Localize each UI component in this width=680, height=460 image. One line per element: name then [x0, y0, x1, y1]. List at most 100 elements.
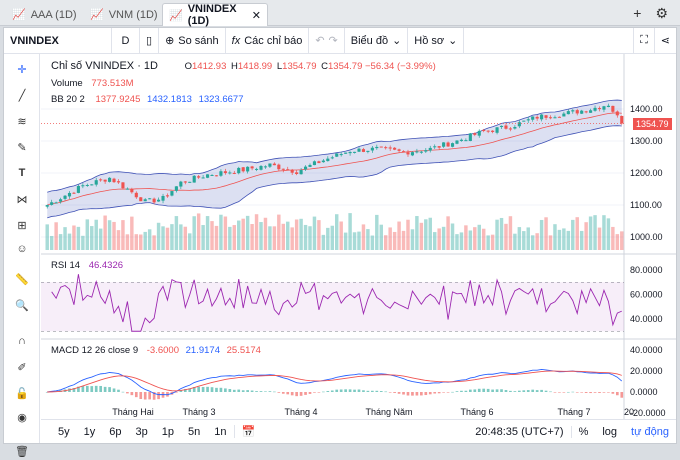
top-toolbar: VNINDEX D ▯ ⊕ So sánh fx Các chỉ báo ↶ ↷ Bi… — [4, 27, 676, 54]
range-1p[interactable]: 1p — [161, 425, 174, 438]
candle-body — [401, 151, 406, 153]
candle-body — [312, 161, 317, 166]
goto-date-icon[interactable]: 📅 — [233, 425, 263, 438]
candle-body — [548, 117, 553, 119]
chart-svg[interactable]: 1400.00 1300.00 1200.00 1100.00 1000.00 80.00… — [41, 54, 676, 419]
eye-icon[interactable]: ◉ — [17, 411, 27, 424]
candle-body — [67, 192, 72, 197]
range-3p[interactable]: 3p — [135, 425, 148, 438]
emoji-icon[interactable]: ☺ — [16, 243, 28, 255]
add-tab-icon[interactable]: + — [633, 5, 642, 21]
brush-icon[interactable]: ✎ — [17, 141, 27, 154]
candle-body — [237, 167, 241, 174]
rsi-axis-label: 80.0000 — [630, 265, 663, 275]
volume-bar — [290, 227, 294, 250]
volume-bar — [544, 217, 548, 250]
range-5n[interactable]: 5n — [188, 425, 201, 438]
candle-body — [277, 164, 281, 170]
tab-vnm[interactable]: 📈 VNM (1D) — [84, 3, 164, 26]
volume-bar — [107, 220, 112, 250]
macd-hist-value: -3.6000 — [146, 345, 179, 356]
macd-histogram-bar — [85, 385, 89, 392]
candle-body — [134, 192, 138, 198]
zoom-in-icon[interactable]: 🔍 — [15, 299, 29, 312]
log-toggle[interactable]: log — [602, 425, 618, 438]
range-5y[interactable]: 5y — [58, 425, 70, 438]
fib-icon[interactable]: ≋ — [17, 115, 27, 128]
lock-icon[interactable]: 🔓 — [15, 387, 29, 400]
rsi-legend: RSI 14 46.4326 — [51, 260, 123, 271]
text-icon[interactable]: T — [18, 167, 26, 179]
macd-histogram-bar — [317, 392, 321, 393]
legend-c-label: C — [321, 61, 329, 72]
undo-icon[interactable]: ↶ — [315, 35, 325, 47]
volume-bar — [419, 222, 424, 250]
range-6p[interactable]: 6p — [109, 425, 122, 438]
trash-icon[interactable]: 🗑 — [15, 445, 29, 458]
macd-histogram-bar — [299, 392, 303, 396]
trend-line-icon[interactable]: ╱ — [18, 89, 26, 102]
chart-type-button[interactable]: Biểu đồ ⌄ — [345, 27, 409, 54]
volume-bar — [357, 231, 361, 250]
interval-selector[interactable]: D — [112, 27, 140, 54]
chart-area[interactable]: 1400.00 1300.00 1200.00 1100.00 1000.00 80.00… — [41, 54, 676, 419]
compare-button[interactable]: ⊕ So sánh — [159, 27, 226, 54]
candle-body — [317, 161, 321, 164]
candle-body — [495, 127, 499, 133]
volume-value: 773.513M — [91, 78, 134, 89]
macd-histogram-bar — [157, 392, 160, 400]
macd-histogram-bar — [526, 390, 530, 392]
macd-histogram-bar — [81, 386, 85, 392]
percent-toggle[interactable]: % — [578, 425, 589, 438]
fullscreen-button[interactable]: ⛶ — [633, 27, 655, 54]
pattern-icon[interactable]: ⋈ — [16, 193, 28, 206]
volume-bar — [437, 228, 441, 250]
range-1y[interactable]: 1y — [83, 425, 96, 438]
volume-bar — [139, 234, 143, 250]
plus-circle-icon: ⊕ — [165, 35, 175, 47]
symbol-search[interactable]: VNINDEX — [4, 27, 112, 54]
lock-drawing-icon[interactable]: ✐ — [17, 361, 27, 374]
macd-histogram-bar — [607, 392, 610, 393]
macd-histogram-bar — [535, 390, 539, 392]
volume-bar — [179, 224, 183, 250]
candle-body — [228, 172, 232, 174]
ruler-icon[interactable]: 📏 — [15, 273, 29, 286]
prediction-icon[interactable]: ⊞ — [17, 219, 27, 232]
macd-histogram-bar — [228, 389, 232, 392]
indicators-button[interactable]: fx Các chỉ báo — [226, 27, 310, 54]
settings-icon[interactable]: ⚙ — [655, 5, 668, 21]
macd-histogram-bar — [77, 386, 80, 392]
magnet-icon[interactable]: ∩ — [18, 335, 26, 347]
macd-histogram-bar — [509, 390, 512, 392]
candle-body — [179, 181, 183, 187]
chart-style-button[interactable]: ▯ — [140, 27, 160, 54]
macd-histogram-bar — [366, 390, 370, 392]
volume-bar — [326, 227, 330, 250]
volume-bar — [375, 214, 379, 250]
volume-bar — [366, 229, 370, 250]
profile-button[interactable]: Hồ sơ ⌄ — [408, 27, 465, 54]
auto-toggle[interactable]: tự động — [631, 425, 669, 438]
volume-bar — [237, 220, 241, 250]
volume-bar — [272, 226, 277, 250]
undo-redo[interactable]: ↶ ↷ — [309, 27, 345, 54]
macd-histogram-bar — [428, 392, 432, 395]
share-button[interactable]: ⋖ — [655, 28, 676, 54]
rsi-label: RSI 14 — [51, 260, 81, 271]
candle-body — [437, 146, 441, 148]
candle-body — [442, 142, 446, 147]
range-1n[interactable]: 1n — [214, 425, 227, 438]
clock-text[interactable]: 20:48:35 (UTC+7) — [468, 425, 572, 438]
volume-bar — [85, 219, 90, 250]
crosshair-icon[interactable]: ✛ — [17, 63, 27, 76]
redo-icon[interactable]: ↷ — [328, 35, 338, 47]
tab-vnindex[interactable]: 📈 VNINDEX (1D) ✕ — [162, 3, 268, 27]
tab-aaa[interactable]: 📈 AAA (1D) — [6, 3, 83, 26]
volume-bar — [495, 219, 499, 250]
volume-bar — [335, 214, 339, 250]
macd-histogram-bar — [437, 392, 441, 394]
candle-body — [491, 130, 495, 132]
candle-body — [366, 150, 370, 152]
close-icon[interactable]: ✕ — [251, 9, 261, 22]
